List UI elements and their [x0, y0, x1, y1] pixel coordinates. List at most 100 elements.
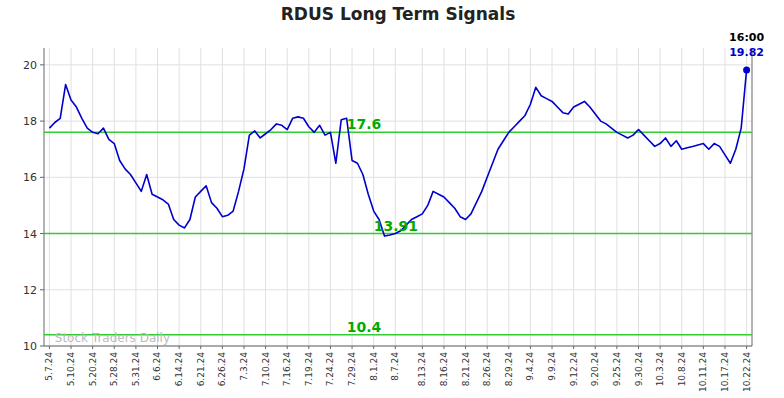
x-tick-label: 9.12.24 — [569, 352, 579, 387]
grid-line-x — [114, 48, 115, 346]
grid-line-x — [92, 48, 93, 346]
grid-line-x — [308, 48, 309, 346]
grid-line-x — [746, 48, 747, 346]
grid-line-x — [49, 48, 50, 346]
y-tick-label: 10 — [23, 340, 37, 353]
grid-line-x — [135, 48, 136, 346]
x-tick — [508, 346, 509, 349]
x-tick-label: 8.7.24 — [390, 352, 400, 381]
x-tick — [135, 346, 136, 349]
grid-line-y — [44, 64, 752, 65]
x-tick — [681, 346, 682, 349]
x-tick — [200, 346, 201, 349]
x-tick-label: 10.8.24 — [677, 352, 687, 387]
x-tick — [746, 346, 747, 349]
grid-line-x — [703, 48, 704, 346]
grid-line-x — [616, 48, 617, 346]
x-tick-label: 8.13.24 — [417, 352, 427, 387]
x-tick — [395, 346, 396, 349]
grid-line-x — [638, 48, 639, 346]
y-tick-label: 20 — [23, 59, 37, 72]
grid-line-x — [265, 48, 266, 346]
grid-line-x — [530, 48, 531, 346]
x-tick — [703, 346, 704, 349]
x-tick-label: 6.6.24 — [152, 352, 162, 381]
grid-line-y — [44, 121, 752, 122]
grid-line-y — [44, 177, 752, 178]
x-tick-label: 7.19.24 — [304, 352, 314, 387]
last-point — [743, 66, 750, 73]
x-tick — [308, 346, 309, 349]
x-tick-label: 7.24.24 — [325, 352, 335, 387]
x-tick-label: 10.3.24 — [655, 352, 665, 387]
price-line — [49, 70, 746, 236]
x-tick — [660, 346, 661, 349]
y-tick-label: 18 — [23, 115, 37, 128]
y-tick — [40, 64, 44, 65]
x-tick-label: 9.20.24 — [590, 352, 600, 387]
grid-line-x — [681, 48, 682, 346]
x-tick — [92, 346, 93, 349]
x-tick — [573, 346, 574, 349]
y-tick — [40, 346, 44, 347]
x-tick — [49, 346, 50, 349]
signal-line — [44, 132, 752, 134]
grid — [44, 48, 752, 346]
x-tick — [595, 346, 596, 349]
grid-line-x — [71, 48, 72, 346]
grid-line-x — [465, 48, 466, 346]
grid-line-x — [487, 48, 488, 346]
x-tick-label: 9.4.24 — [525, 352, 535, 381]
x-tick — [222, 346, 223, 349]
x-tick-label: 5.7.24 — [44, 352, 54, 381]
x-tick — [373, 346, 374, 349]
x-tick-label: 7.3.24 — [239, 352, 249, 381]
x-tick-label: 5.31.24 — [131, 352, 141, 387]
x-tick — [465, 346, 466, 349]
grid-line-x — [200, 48, 201, 346]
x-tick — [443, 346, 444, 349]
grid-line-x — [595, 48, 596, 346]
x-tick-label: 5.20.24 — [88, 352, 98, 387]
grid-line-y — [44, 289, 752, 290]
x-tick-label: 9.9.24 — [547, 352, 557, 381]
grid-line-x — [222, 48, 223, 346]
x-tick — [157, 346, 158, 349]
x-tick — [616, 346, 617, 349]
x-tick — [330, 346, 331, 349]
grid-line-x — [330, 48, 331, 346]
x-tick — [552, 346, 553, 349]
x-tick-label: 8.29.24 — [504, 352, 514, 387]
x-tick-label: 5.10.24 — [66, 352, 76, 387]
y-axis-line — [44, 48, 45, 346]
x-tick-label: 9.25.24 — [612, 352, 622, 387]
x-tick-label: 6.21.24 — [196, 352, 206, 387]
x-tick — [287, 346, 288, 349]
y-tick-label: 12 — [23, 284, 37, 297]
x-tick — [114, 346, 115, 349]
annotation: 13.91 — [374, 218, 418, 234]
grid-line-x — [373, 48, 374, 346]
grid-line-x — [660, 48, 661, 346]
annotation: 17.6 — [347, 116, 382, 132]
x-tick — [487, 346, 488, 349]
x-tick-label: 10.11.24 — [698, 352, 708, 392]
right-axis-line — [752, 48, 753, 346]
y-tick-label: 14 — [23, 228, 37, 241]
grid-line-x — [508, 48, 509, 346]
grid-line-x — [352, 48, 353, 346]
x-tick — [638, 346, 639, 349]
x-tick — [422, 346, 423, 349]
y-tick-label: 16 — [23, 171, 37, 184]
x-tick-label: 6.26.24 — [217, 352, 227, 387]
x-tick-label: 6.14.24 — [174, 352, 184, 387]
chart: 1012141618205.7.245.10.245.20.245.28.245… — [0, 0, 784, 398]
x-tick-label: 7.29.24 — [347, 352, 357, 387]
y-tick — [40, 289, 44, 290]
x-tick-label: 8.26.24 — [482, 352, 492, 387]
title: RDUS Long Term Signals — [281, 4, 516, 24]
x-tick-label: 9.30.24 — [634, 352, 644, 387]
annotation: 16:00 — [729, 31, 764, 44]
x-tick-label: 7.16.24 — [282, 352, 292, 387]
x-axis-line — [44, 346, 752, 347]
